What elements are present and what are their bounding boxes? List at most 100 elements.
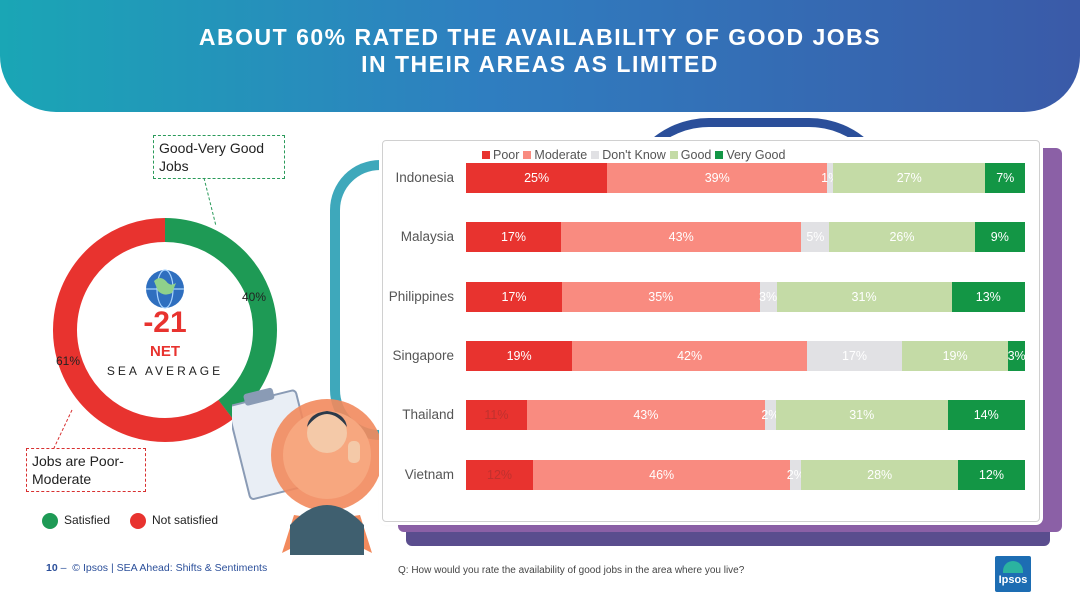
legend-label: Very Good <box>726 148 786 162</box>
bar-data-label: 31% <box>849 408 875 423</box>
legend-label: Poor <box>493 148 520 162</box>
donut-good-arc <box>53 218 277 442</box>
footer-source: © Ipsos | SEA Ahead: Shifts & Sentiments <box>72 562 268 574</box>
bar-data-label: 2% <box>786 467 805 482</box>
bar-data-label: 3% <box>759 289 778 304</box>
callout-poor-connector <box>53 409 73 449</box>
bar-data-label: 17% <box>500 230 527 245</box>
region-label: SEA AVERAGE <box>106 364 224 378</box>
legend-item: Poor <box>478 148 519 162</box>
legend-item: Very Good <box>711 148 785 162</box>
not-satisfied-label: Not satisfied <box>152 513 219 528</box>
category-label: Malaysia <box>400 229 454 245</box>
bar-segment <box>561 222 802 253</box>
bar-segment <box>561 281 760 312</box>
callout-poor-jobs: Jobs are Poor-Moderate <box>26 448 146 492</box>
bar-segment <box>466 163 608 193</box>
bar-segment <box>466 222 562 253</box>
bar-data-label: 13% <box>975 289 1001 304</box>
bar-data-label: 43% <box>668 230 694 245</box>
bar-data-label: 42% <box>677 348 703 363</box>
legend-swatch <box>715 151 724 159</box>
bar-data-label: 5% <box>806 230 825 245</box>
category-label: Philippines <box>388 288 454 304</box>
person-badge-illustration <box>232 387 383 555</box>
survey-question: Q: How would you rate the availability o… <box>398 565 745 576</box>
bar-data-label: 17% <box>841 348 867 363</box>
ipsos-logo: Ipsos <box>995 556 1031 592</box>
bar-data-label: 35% <box>648 289 674 304</box>
legend-label: Don't Know <box>602 148 666 162</box>
bar-segment <box>764 400 776 431</box>
legend-swatch <box>523 151 532 159</box>
bar-data-label: 27% <box>896 171 922 185</box>
category-label: Indonesia <box>395 170 454 185</box>
satisfied-label: Satisfied <box>64 513 111 528</box>
satisfied-legend: Satisfied <box>42 513 110 529</box>
bar-segment <box>902 340 1009 371</box>
bar-data-label: 19% <box>506 348 532 363</box>
bar-segment <box>829 222 975 253</box>
bar-data-label: 19% <box>942 348 968 363</box>
legend-item: Don't Know <box>587 148 666 162</box>
not-satisfied-swatch <box>130 513 146 529</box>
bar-segment <box>985 163 1025 193</box>
bar-data-label: 14% <box>973 408 999 423</box>
bar-segment <box>607 163 828 193</box>
net-label: NET <box>150 343 180 360</box>
bar-segment <box>790 459 802 490</box>
bar-data-label: 39% <box>704 171 730 185</box>
chart-legend: Poor Moderate Don't Know Good Very Good <box>478 148 785 162</box>
legend-swatch <box>669 151 678 159</box>
bar-data-label: 46% <box>649 467 675 482</box>
callout-good-jobs: Good-Very Good Jobs <box>153 135 285 179</box>
bar-segment <box>833 163 986 193</box>
bar-data-label: 7% <box>996 171 1015 185</box>
bar-data-label: 11% <box>484 408 509 423</box>
bar-data-label: 43% <box>633 408 659 423</box>
bar-segment <box>533 459 791 490</box>
satisfied-swatch <box>42 513 58 529</box>
bar-segment <box>526 400 765 431</box>
legend-label: Good <box>680 148 712 162</box>
legend-swatch <box>482 151 490 159</box>
bar-segment <box>572 340 807 371</box>
bar-data-label: 25% <box>524 171 550 185</box>
bar-segment <box>775 400 948 431</box>
title-line-2: IN THEIR AREAS AS LIMITED <box>361 51 719 77</box>
donut-poor-pct: 61% <box>56 354 81 368</box>
bar-data-label: 12% <box>487 467 513 482</box>
bar-segment <box>466 459 534 490</box>
decorative-wave <box>330 160 430 440</box>
bar-segment <box>827 163 833 193</box>
bar-segment <box>951 281 1025 312</box>
title-line-1: ABOUT 60% RATED THE AVAILABILITY OF GOOD… <box>198 24 882 50</box>
page-title: ABOUT 60% RATED THE AVAILABILITY OF GOOD… <box>0 24 1080 78</box>
net-value: -21 <box>143 306 187 339</box>
bar-segment <box>801 222 830 253</box>
legend-item: Moderate <box>519 148 587 162</box>
bar-data-label: 2% <box>761 408 780 423</box>
footer-dash: – <box>60 562 67 574</box>
not-satisfied-legend: Not satisfied <box>130 513 218 529</box>
bar-segment <box>957 459 1025 490</box>
bar-data-label: 28% <box>867 467 893 482</box>
bar-data-label: 26% <box>889 230 915 245</box>
legend-label: Moderate <box>534 148 588 162</box>
bar-segment <box>947 400 1025 431</box>
bar-data-label: 31% <box>851 289 877 304</box>
bar-segment <box>1008 340 1025 371</box>
chart-panel <box>382 140 1040 522</box>
page-number: 10 <box>46 562 58 574</box>
net-donut-chart <box>53 218 277 442</box>
footer: 10 – © Ipsos | SEA Ahead: Shifts & Senti… <box>46 562 267 574</box>
bar-segment <box>466 340 573 371</box>
donut-good-pct: 40% <box>242 290 267 304</box>
bar-data-label: 17% <box>501 289 527 304</box>
bar-data-label: 12% <box>978 467 1004 482</box>
category-label: Vietnam <box>404 466 454 482</box>
bar-segment <box>466 400 527 431</box>
bar-data-label: 9% <box>990 230 1009 245</box>
callout-good-connector <box>203 177 217 227</box>
